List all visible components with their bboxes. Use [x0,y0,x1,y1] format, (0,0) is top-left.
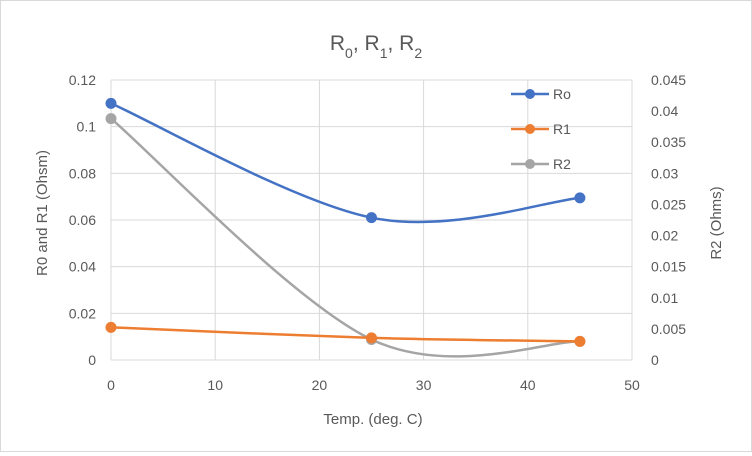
right-tick-label: 0.02 [651,228,678,244]
title-base-0: R [330,32,345,55]
legend-marker-ro [525,89,535,99]
data-point-r1 [105,321,117,333]
right-tick-label: 0.035 [651,134,686,150]
right-tick-label: 0.03 [651,165,678,181]
title-base-2: R [399,32,414,55]
x-tick-label: 0 [107,377,115,393]
x-tick-label: 20 [312,377,328,393]
data-point-ro [366,212,377,224]
title-sep-0: , [353,32,365,55]
data-point-r2 [105,113,117,125]
title-sep-1: , [387,32,399,55]
legend-label-ro: Ro [553,86,571,102]
right-tick-label: 0.015 [651,259,686,275]
left-tick-label: 0.08 [69,165,96,181]
x-tick-label: 10 [207,377,223,393]
x-tick-label: 40 [520,377,536,393]
x-axis-title: Temp. (deg. C) [323,411,422,428]
data-point-ro [105,97,117,109]
legend-marker-r2 [525,159,535,169]
right-tick-label: 0.045 [651,72,686,88]
series-layer [105,97,586,358]
left-axis-title: R0 and R1 (Ohsm) [34,150,51,276]
series-line-r2 [109,117,582,358]
left-tick-label: 0 [88,352,96,368]
data-point-ro [574,192,586,204]
right-tick-label: 0.04 [651,103,678,119]
right-tick-label: 0.025 [651,196,686,212]
right-axis-ticks: 0 0.005 0.01 0.015 0.02 0.025 0.03 0.035 0.04 0.0… [651,72,686,368]
gridlines [110,79,633,361]
legend-label-r2: R2 [553,156,571,172]
chart-title: R0, R1, R2 [330,32,422,61]
x-tick-label: 50 [624,377,640,393]
left-tick-label: 0.06 [69,212,96,228]
series-line-ro [109,102,582,224]
data-point-r1 [366,332,377,344]
series-line-r1 [109,326,582,343]
x-axis-ticks: 0 10 20 30 40 50 [107,377,640,393]
right-axis-title: R2 (Ohms) [708,186,725,259]
left-tick-label: 0.04 [69,259,96,275]
title-base-1: R [365,32,380,55]
title-sub-0: 0 [345,45,353,61]
right-tick-label: 0 [651,352,659,368]
title-sub-1: 1 [380,45,388,61]
left-tick-label: 0.1 [77,119,97,135]
left-tick-label: 0.12 [69,72,96,88]
left-axis-ticks: 0 0.02 0.04 0.06 0.08 0.1 0.12 [69,72,96,368]
x-tick-label: 30 [416,377,432,393]
legend-marker-r1 [525,124,535,134]
right-tick-label: 0.005 [651,321,686,337]
right-tick-label: 0.01 [651,290,678,306]
left-tick-label: 0.02 [69,305,96,321]
title-sub-2: 2 [414,45,422,61]
legend-label-r1: R1 [553,121,571,137]
data-point-r1 [574,335,586,347]
legend: Ro R1 R2 [511,86,571,172]
